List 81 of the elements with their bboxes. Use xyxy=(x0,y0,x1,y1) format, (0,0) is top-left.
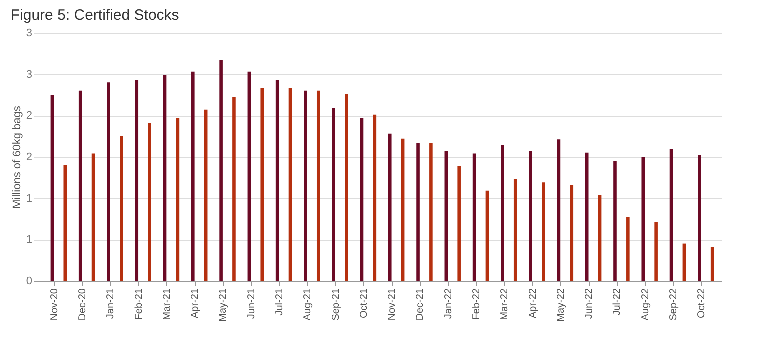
bar xyxy=(373,114,377,281)
x-tick-label: Jan-22 xyxy=(443,288,454,320)
x-tick-label: Nov-21 xyxy=(387,288,398,321)
bar xyxy=(430,142,433,281)
bar xyxy=(148,123,152,281)
x-tick-label: Oct-22 xyxy=(696,288,708,319)
y-tick-label: 0 xyxy=(26,276,32,288)
x-tick-label: Aug-21 xyxy=(302,288,314,321)
bar xyxy=(316,90,320,281)
x-tick-label: Feb-21 xyxy=(134,288,145,320)
bar xyxy=(654,222,658,281)
bar xyxy=(529,151,532,281)
y-tick-label: 3 xyxy=(26,68,32,81)
bar xyxy=(682,244,686,281)
x-tick-label: Jul-22 xyxy=(612,288,624,316)
bar xyxy=(472,154,476,281)
x-tick-label: Jan-21 xyxy=(106,288,117,320)
bar xyxy=(345,94,348,281)
chart-title: Figure 5: Certified Stocks xyxy=(10,7,180,24)
x-tick-label: Dec-20 xyxy=(78,288,89,321)
bar xyxy=(260,88,264,281)
x-tick-label: May-21 xyxy=(218,288,230,322)
bar xyxy=(514,179,518,281)
bar xyxy=(585,152,589,281)
bar xyxy=(486,190,490,281)
bar xyxy=(626,217,630,281)
bar xyxy=(276,80,280,281)
x-tick-label: Feb-22 xyxy=(471,288,482,320)
bar xyxy=(557,140,561,281)
x-tick-label: Apr-21 xyxy=(190,288,202,319)
bar xyxy=(176,118,180,281)
bar xyxy=(220,60,223,281)
bar xyxy=(598,195,602,281)
y-tick-label: 1 xyxy=(26,192,32,205)
x-tick-label: Jul-21 xyxy=(274,288,286,316)
y-tick-label: 3 xyxy=(26,28,32,40)
bar xyxy=(501,145,504,281)
bar xyxy=(248,72,252,281)
x-tick-label: Jun-21 xyxy=(246,288,258,320)
bar xyxy=(416,142,420,281)
bar xyxy=(192,72,195,281)
bar xyxy=(642,157,646,281)
x-tick-label: Dec-21 xyxy=(415,288,426,321)
bar xyxy=(135,80,139,281)
x-tick-label: Apr-22 xyxy=(528,288,539,319)
bar xyxy=(444,151,448,281)
x-tick-label: May-22 xyxy=(556,288,567,322)
bar xyxy=(570,185,574,281)
bar xyxy=(542,182,546,281)
x-tick-label: Sep-22 xyxy=(668,288,680,321)
bar xyxy=(710,247,714,281)
bar xyxy=(78,90,82,281)
x-tick-label: Mar-21 xyxy=(162,288,173,320)
bar xyxy=(107,82,110,281)
bar xyxy=(288,88,292,281)
bar xyxy=(92,154,96,281)
bar xyxy=(304,90,308,281)
bar xyxy=(163,75,167,281)
bar xyxy=(360,118,364,281)
y-tick-label: 2 xyxy=(26,152,32,164)
y-axis-title: Millions of 60kg bags xyxy=(11,106,24,209)
x-tick-label: Mar-22 xyxy=(500,288,511,320)
y-tick-label: 1 xyxy=(26,234,32,246)
bar xyxy=(120,136,124,281)
bar xyxy=(204,110,208,281)
bar xyxy=(332,108,336,281)
bar xyxy=(401,138,405,281)
x-tick-label: Oct-21 xyxy=(358,288,370,319)
bar xyxy=(458,166,461,281)
x-tick-label: Aug-22 xyxy=(640,288,652,321)
bar xyxy=(614,161,617,281)
y-tick-label: 2 xyxy=(26,110,32,122)
x-tick-label: Nov-20 xyxy=(49,288,60,321)
x-tick-label: Jun-22 xyxy=(584,288,596,320)
bar xyxy=(50,95,54,281)
bar xyxy=(670,150,674,281)
bar xyxy=(232,97,236,281)
bar xyxy=(64,165,68,281)
x-tick-label: Sep-21 xyxy=(330,288,342,321)
bar xyxy=(388,134,392,281)
bar xyxy=(698,155,702,281)
